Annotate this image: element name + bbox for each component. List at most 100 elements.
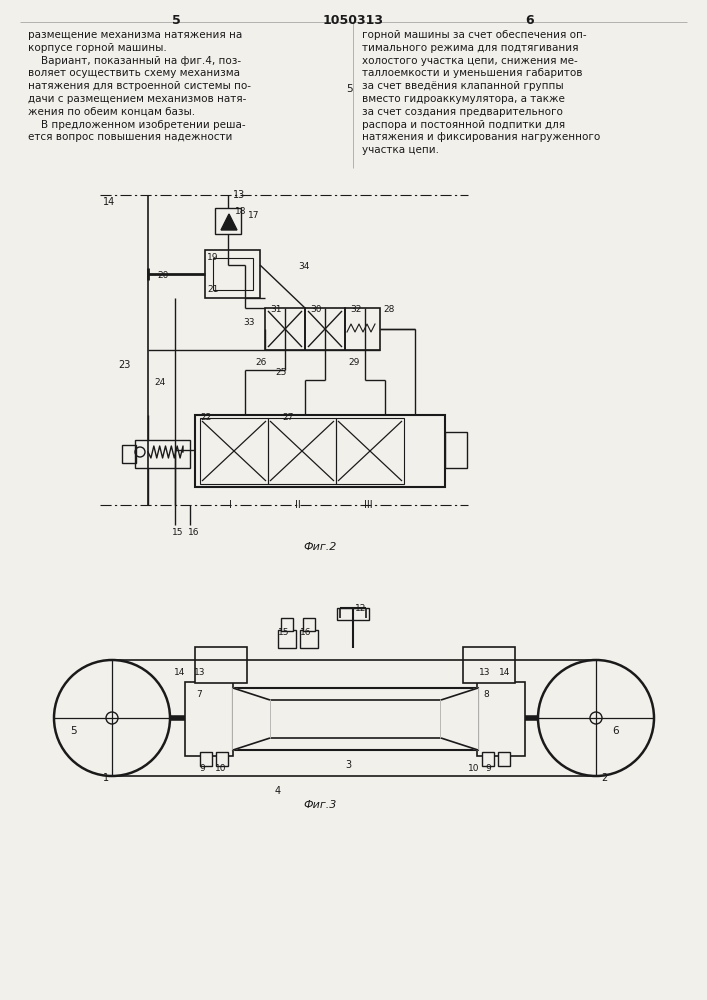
Text: 26: 26: [255, 358, 267, 367]
Text: 15: 15: [172, 528, 184, 537]
Bar: [300, 630, 318, 648]
Text: 6: 6: [612, 726, 619, 736]
Bar: [185, 682, 233, 756]
Text: ется вопрос повышения надежности: ется вопрос повышения надежности: [28, 132, 233, 142]
Bar: [200, 418, 268, 484]
Bar: [477, 682, 525, 756]
Bar: [233, 688, 478, 750]
Text: 14: 14: [174, 668, 185, 677]
Text: 15: 15: [278, 628, 289, 637]
Bar: [195, 647, 247, 683]
Text: участка цепи.: участка цепи.: [362, 145, 439, 155]
Text: 13: 13: [233, 190, 245, 200]
Text: воляет осуществить схему механизма: воляет осуществить схему механизма: [28, 68, 240, 78]
Text: 10: 10: [468, 764, 479, 773]
Text: 31: 31: [270, 305, 281, 314]
Bar: [482, 752, 494, 766]
Text: 5: 5: [346, 84, 354, 94]
Text: за счет создания предварительного: за счет создания предварительного: [362, 107, 563, 117]
Bar: [268, 418, 336, 484]
Text: размещение механизма натяжения на: размещение механизма натяжения на: [28, 30, 243, 40]
Text: 16: 16: [300, 628, 312, 637]
Text: I: I: [228, 500, 231, 510]
Text: 13: 13: [479, 668, 491, 677]
Text: 29: 29: [348, 358, 359, 367]
Text: 8: 8: [483, 690, 489, 699]
Text: горной машины за счет обеспечения оп-: горной машины за счет обеспечения оп-: [362, 30, 587, 40]
Text: 6: 6: [526, 14, 534, 27]
Text: 34: 34: [298, 262, 310, 271]
Text: 30: 30: [310, 305, 322, 314]
Text: Вариант, показанный на фиг.4, поз-: Вариант, показанный на фиг.4, поз-: [28, 56, 241, 66]
Text: распора и постоянной подпитки для: распора и постоянной подпитки для: [362, 120, 565, 130]
Bar: [463, 647, 515, 683]
Text: 3: 3: [345, 760, 351, 770]
Text: III: III: [363, 500, 373, 510]
Bar: [200, 752, 212, 766]
Text: корпусе горной машины.: корпусе горной машины.: [28, 43, 167, 53]
Text: 10: 10: [215, 764, 226, 773]
Bar: [135, 440, 190, 468]
Text: 4: 4: [275, 786, 281, 796]
Text: холостого участка цепи, снижения ме-: холостого участка цепи, снижения ме-: [362, 56, 578, 66]
Bar: [303, 618, 315, 631]
Text: II: II: [295, 500, 301, 510]
Bar: [265, 308, 305, 350]
Text: 5: 5: [70, 726, 76, 736]
Polygon shape: [233, 688, 270, 750]
Bar: [215, 208, 241, 234]
Bar: [195, 415, 445, 487]
Text: 23: 23: [118, 360, 130, 370]
Bar: [122, 445, 136, 463]
Text: 9: 9: [199, 764, 205, 773]
Text: тимального режима для подтягивания: тимального режима для подтягивания: [362, 43, 578, 53]
Text: натяжения для встроенной системы по-: натяжения для встроенной системы по-: [28, 81, 251, 91]
Text: Фиг.2: Фиг.2: [303, 542, 337, 552]
Text: 1: 1: [103, 773, 109, 783]
Bar: [336, 418, 404, 484]
Text: 5: 5: [172, 14, 180, 27]
Bar: [270, 700, 441, 738]
Text: 17: 17: [248, 211, 259, 220]
Bar: [345, 308, 380, 350]
Text: 12: 12: [355, 604, 366, 613]
Text: 13: 13: [194, 668, 206, 677]
Bar: [216, 752, 228, 766]
Text: 14: 14: [499, 668, 510, 677]
Bar: [498, 752, 510, 766]
Text: 27: 27: [282, 413, 293, 422]
Text: 19: 19: [207, 253, 218, 262]
Text: вместо гидроаккумулятора, а также: вместо гидроаккумулятора, а также: [362, 94, 565, 104]
Text: дачи с размещением механизмов натя-: дачи с размещением механизмов натя-: [28, 94, 246, 104]
Text: 2: 2: [601, 773, 607, 783]
Text: 32: 32: [350, 305, 361, 314]
Text: Фиг.3: Фиг.3: [303, 800, 337, 810]
Bar: [205, 250, 260, 298]
Text: 9: 9: [485, 764, 491, 773]
Bar: [305, 308, 345, 350]
Text: 14: 14: [103, 197, 115, 207]
Polygon shape: [221, 214, 237, 230]
Text: 18: 18: [235, 207, 247, 216]
Bar: [337, 608, 369, 620]
Text: 1050313: 1050313: [322, 14, 383, 27]
Bar: [213, 258, 253, 290]
Bar: [445, 432, 467, 468]
Text: В предложенном изобретении реша-: В предложенном изобретении реша-: [28, 120, 245, 130]
Text: 24: 24: [154, 378, 165, 387]
Text: натяжения и фиксирования нагруженного: натяжения и фиксирования нагруженного: [362, 132, 600, 142]
Text: 25: 25: [275, 368, 286, 377]
Text: за счет введёния клапанной группы: за счет введёния клапанной группы: [362, 81, 563, 91]
Bar: [278, 630, 296, 648]
Text: 21: 21: [207, 285, 218, 294]
Text: жения по обеим концам базы.: жения по обеим концам базы.: [28, 107, 195, 117]
Bar: [281, 618, 293, 631]
Text: 28: 28: [383, 305, 395, 314]
Text: таллоемкости и уменьшения габаритов: таллоемкости и уменьшения габаритов: [362, 68, 583, 78]
Polygon shape: [441, 688, 478, 750]
Text: 22: 22: [200, 413, 211, 422]
Text: 16: 16: [188, 528, 199, 537]
Text: 7: 7: [196, 690, 201, 699]
Text: 33: 33: [243, 318, 255, 327]
Text: 20: 20: [157, 271, 168, 280]
